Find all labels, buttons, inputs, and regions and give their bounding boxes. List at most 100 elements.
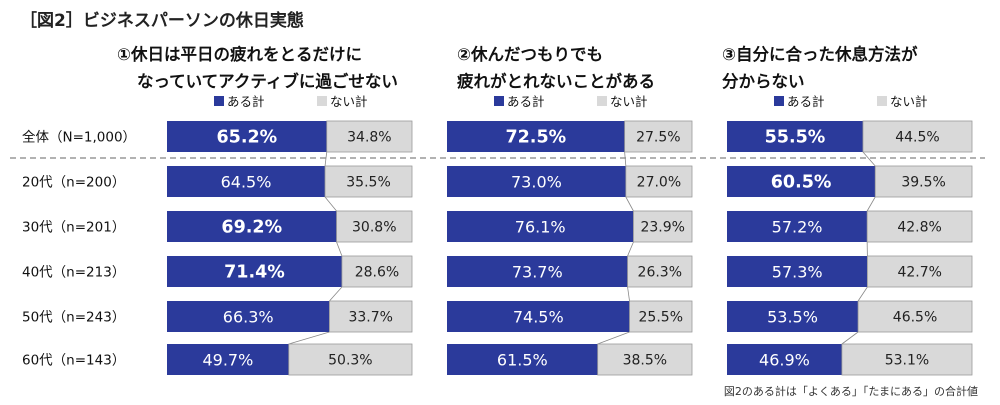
data-label-yes: 72.5% bbox=[505, 128, 566, 148]
connector-line bbox=[624, 151, 627, 167]
bar-no bbox=[629, 300, 693, 333]
bar-no bbox=[326, 120, 413, 153]
connector-line bbox=[336, 241, 343, 257]
connector-line bbox=[866, 196, 876, 212]
data-label-yes: 55.5% bbox=[765, 128, 826, 148]
footnote: 図2のある計は「よくある」「たまにある」の合計値 bbox=[723, 385, 978, 398]
row-label: 50代（n=243） bbox=[22, 310, 125, 326]
bar-no bbox=[841, 343, 973, 376]
figure-title: ［図2］ビジネスパーソンの休日実態 bbox=[20, 11, 304, 31]
data-label-yes: 71.4% bbox=[224, 263, 285, 283]
legend-swatch-no bbox=[877, 96, 887, 106]
bar-no bbox=[862, 120, 973, 153]
bar-yes bbox=[167, 344, 289, 375]
bar-yes bbox=[447, 121, 625, 152]
bar-yes bbox=[447, 166, 626, 197]
data-label-no: 42.8% bbox=[897, 220, 941, 236]
connector-line bbox=[597, 331, 630, 345]
data-label-yes: 74.5% bbox=[513, 308, 564, 327]
bar-no bbox=[341, 255, 413, 288]
data-label-no: 42.7% bbox=[897, 265, 941, 281]
data-label-yes: 66.3% bbox=[223, 308, 274, 327]
data-label-no: 53.1% bbox=[885, 353, 929, 369]
bar-yes bbox=[727, 211, 868, 242]
data-label-yes: 64.5% bbox=[221, 173, 272, 192]
data-label-no: 27.0% bbox=[637, 175, 681, 191]
data-label-no: 26.3% bbox=[638, 265, 682, 281]
connector-line bbox=[857, 286, 868, 302]
bar-no bbox=[336, 210, 413, 243]
bar-yes bbox=[727, 121, 863, 152]
legend-swatch-no bbox=[317, 96, 327, 106]
row-label: 30代（n=201） bbox=[22, 220, 125, 236]
data-label-no: 28.6% bbox=[355, 265, 399, 281]
data-label-no: 46.5% bbox=[893, 310, 937, 326]
bar-no bbox=[625, 165, 693, 198]
bar-no bbox=[633, 210, 693, 243]
connector-line bbox=[627, 241, 634, 257]
panel-title: ③自分に合った休息方法が bbox=[722, 44, 918, 64]
data-label-yes: 57.3% bbox=[772, 263, 823, 282]
bar-yes bbox=[447, 301, 630, 332]
legend-label-yes: ある計 bbox=[227, 94, 265, 109]
bar-no bbox=[597, 343, 693, 376]
legend-label-no: ない計 bbox=[890, 94, 928, 109]
bar-yes bbox=[447, 256, 628, 287]
data-label-no: 27.5% bbox=[636, 130, 680, 146]
legend-label-no: ない計 bbox=[610, 94, 648, 109]
connector-line bbox=[324, 196, 337, 212]
panel-title: 分からない bbox=[722, 72, 805, 91]
panel-title: ②休んだつもりでも bbox=[457, 44, 603, 64]
bar-yes bbox=[167, 256, 342, 287]
bar-no bbox=[329, 300, 413, 333]
panel-title: なっていてアクティブに過ごせない bbox=[137, 71, 398, 91]
bar-yes bbox=[447, 344, 598, 375]
legend-label-no: ない計 bbox=[330, 94, 368, 109]
bar-yes bbox=[727, 301, 859, 332]
connector-line bbox=[625, 196, 634, 212]
bar-yes bbox=[727, 344, 842, 375]
bar-no bbox=[288, 343, 413, 376]
data-label-no: 50.3% bbox=[328, 353, 372, 369]
data-label-yes: 60.5% bbox=[771, 173, 832, 193]
data-label-yes: 61.5% bbox=[497, 351, 548, 370]
bar-yes bbox=[167, 121, 327, 152]
bar-no bbox=[624, 120, 693, 153]
connector-line bbox=[329, 286, 343, 302]
bar-no bbox=[857, 300, 973, 333]
connector-line bbox=[288, 331, 330, 345]
connector-line bbox=[627, 286, 630, 302]
bar-yes bbox=[167, 301, 330, 332]
data-label-no: 30.8% bbox=[352, 220, 396, 236]
data-label-no: 25.5% bbox=[639, 310, 683, 326]
data-label-no: 34.8% bbox=[347, 130, 391, 146]
data-label-yes: 73.0% bbox=[511, 173, 562, 192]
bar-no bbox=[874, 165, 973, 198]
data-label-no: 38.5% bbox=[623, 353, 667, 369]
connector-line bbox=[862, 151, 876, 167]
row-label: 60代（n=143） bbox=[22, 353, 125, 369]
data-label-yes: 53.5% bbox=[767, 308, 818, 327]
data-label-yes: 73.7% bbox=[512, 263, 563, 282]
connector-line bbox=[324, 151, 328, 167]
data-label-yes: 76.1% bbox=[515, 218, 566, 237]
bar-no bbox=[324, 165, 413, 198]
data-label-yes: 69.2% bbox=[221, 218, 282, 238]
legend-swatch-yes bbox=[774, 96, 784, 106]
connector-line bbox=[841, 331, 859, 345]
row-label: 全体（N=1,000） bbox=[22, 129, 136, 146]
bar-no bbox=[627, 255, 693, 288]
data-label-no: 39.5% bbox=[901, 175, 945, 191]
data-label-yes: 46.9% bbox=[759, 351, 810, 370]
data-label-yes: 65.2% bbox=[217, 128, 278, 148]
bar-yes bbox=[447, 211, 634, 242]
data-label-no: 23.9% bbox=[640, 220, 684, 236]
bar-yes bbox=[727, 256, 868, 287]
data-label-yes: 57.2% bbox=[772, 218, 823, 237]
legend-label-yes: ある計 bbox=[507, 94, 545, 109]
panel-title: 疲れがとれないことがある bbox=[457, 71, 655, 91]
data-label-no: 35.5% bbox=[346, 175, 390, 191]
bar-no bbox=[866, 255, 973, 288]
legend-swatch-yes bbox=[214, 96, 224, 106]
